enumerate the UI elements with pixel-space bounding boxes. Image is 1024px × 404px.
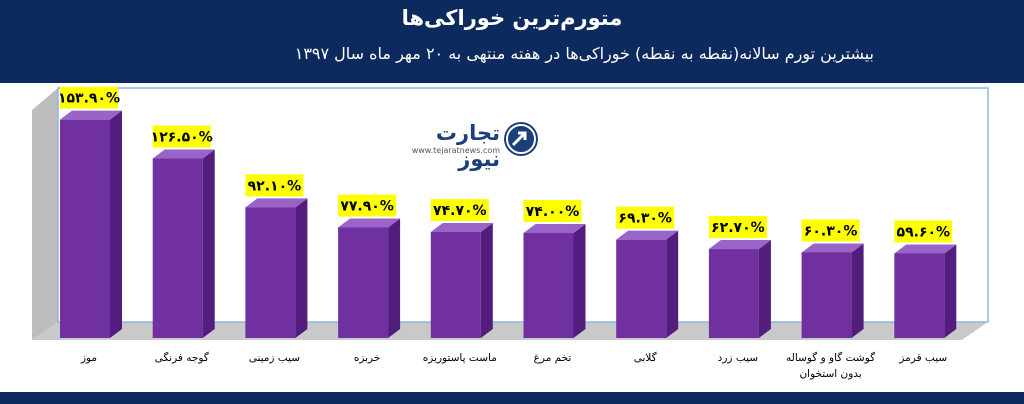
data-label: ۶۰.۳۰% (804, 223, 858, 239)
bar-top (152, 149, 215, 159)
bar (616, 239, 667, 338)
bar (430, 232, 481, 338)
category-label: گوشت گاو و گوساله (786, 351, 875, 364)
category-label: بدون استخوان (799, 368, 861, 380)
data-label: ۱۵۳.۹۰% (58, 91, 120, 107)
category-label: موز (80, 352, 97, 364)
bar-side (202, 149, 215, 338)
category-label: گلابی (634, 351, 657, 364)
bar-top (430, 223, 493, 233)
bar-side (573, 224, 586, 338)
logo-arrow-icon (504, 122, 538, 156)
data-label-bg (708, 216, 767, 239)
bar-side (666, 230, 679, 338)
bar-top (338, 218, 401, 228)
bar (338, 227, 389, 338)
data-label: ۶۹.۳۰% (618, 211, 672, 227)
data-label: ۷۴.۰۰% (526, 204, 580, 220)
chart-subtitle: بیشترین تورم سالانه(نقطه به نقطه) خوراکی… (294, 44, 874, 63)
data-label: ۵۹.۶۰% (897, 224, 951, 240)
footer-bar (0, 392, 1024, 404)
bar-side (851, 243, 864, 338)
bar-side (295, 198, 308, 338)
category-label: سیب زمینی (249, 352, 300, 364)
bar (801, 252, 852, 338)
data-label-bg (338, 194, 397, 217)
data-label: ۹۲.۱۰% (248, 178, 302, 194)
bar (152, 158, 203, 338)
data-label: ۷۴.۷۰% (433, 203, 487, 219)
data-label-bg (430, 199, 489, 222)
bar-top (894, 244, 957, 254)
bar-side (944, 244, 957, 338)
bars-group (60, 110, 957, 338)
bar-top (708, 240, 771, 250)
data-label-bg (152, 125, 211, 148)
data-label-bg (245, 174, 304, 197)
bar-side (388, 218, 401, 338)
category-label: سیب قرمز (898, 352, 947, 364)
data-label-bg (894, 220, 953, 243)
bar (60, 119, 110, 338)
data-label-bg (60, 86, 118, 109)
bar-top (616, 230, 679, 240)
category-label: سیب زرد (718, 352, 758, 364)
data-label: ۷۷.۹۰% (340, 198, 394, 214)
bar (245, 207, 296, 338)
logo: تجارت نیوز www.tejaratnews.com (388, 120, 540, 171)
bar-side (758, 240, 771, 338)
data-label: ۶۲.۷۰% (711, 220, 765, 236)
category-label: گوجه فرنگی (155, 351, 209, 364)
bar (523, 233, 574, 338)
category-labels-group: موز گوجه فرنگی سیب زمینی خربزه ماست پاستوریز… (80, 351, 947, 380)
logo-url: www.tejaratnews.com (411, 146, 500, 155)
data-label-bg (523, 200, 582, 223)
data-label: ۱۲۶.۵۰% (151, 130, 213, 146)
value-labels-group: ۱۵۳.۹۰% ۱۲۶.۵۰% ۹۲.۱۰% ۷۷.۹۰% ۷۴.۷۰% ۷۴.۰۰% ۶۹… (58, 86, 953, 243)
bar-top (245, 198, 308, 208)
bar-side (110, 110, 122, 338)
bar (708, 249, 759, 338)
chart-header: متورم‌ترین خوراکی‌ها بیشترین تورم سالانه… (0, 0, 1024, 83)
chart-title: متورم‌ترین خوراکی‌ها (401, 6, 623, 30)
bar-side (480, 223, 493, 338)
logo-text: تجارت نیوز (435, 121, 500, 171)
chart-left-wall (32, 88, 58, 340)
category-label: ماست پاستوریزه (423, 352, 497, 364)
bar-top (523, 224, 586, 234)
bar-top (801, 243, 864, 253)
bar-top (60, 110, 122, 120)
category-label: تخم مرغ (534, 352, 572, 364)
data-label-bg (801, 219, 860, 242)
category-label: خربزه (354, 352, 381, 364)
data-label-bg (616, 206, 675, 229)
bar (894, 253, 945, 338)
